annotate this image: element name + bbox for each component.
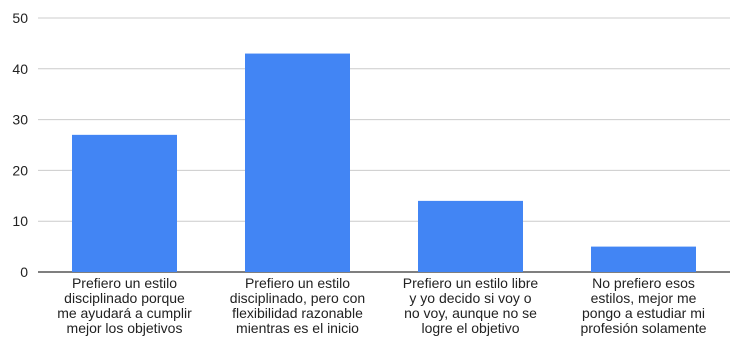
bar: [591, 246, 696, 272]
x-category-label-line: me ayudará a cumplir: [57, 305, 192, 321]
x-category-label: Prefiero un estilo disciplinado, pero con…: [230, 275, 365, 336]
x-category-label-line: Prefiero un estilo: [245, 275, 350, 291]
x-category-label: Prefiero un estilo libre y yo decido si v…: [403, 275, 539, 336]
x-category-label-line: no voy, aunque no se: [404, 305, 537, 321]
y-tick-label: 20: [12, 162, 28, 178]
x-category-label-line: y yo decido si voy o: [409, 290, 531, 306]
x-category-label-line: Prefiero un estilo: [72, 275, 177, 291]
x-axis-labels: Prefiero un estilo disciplinado porque me …: [57, 275, 707, 336]
x-category-label-line: Prefiero un estilo libre: [403, 275, 539, 291]
bar: [72, 134, 177, 272]
y-tick-label: 10: [12, 213, 28, 229]
x-category-label-line: logre el objetivo: [421, 320, 519, 336]
y-tick-label: 30: [12, 112, 28, 128]
bars: [72, 53, 696, 273]
x-category-label-line: flexibilidad razonable: [232, 305, 363, 321]
y-tick-label: 50: [12, 10, 28, 26]
x-category-label-line: pongo a estudiar mi: [582, 305, 705, 321]
y-axis-ticks: 0 10 20 30 40 50: [12, 10, 28, 280]
x-category-label-line: estilos, mejor me: [591, 290, 697, 306]
x-category-label-line: disciplinado porque: [64, 290, 185, 306]
bar: [418, 200, 523, 272]
x-category-label: No prefiero esos estilos, mejor me pongo a…: [580, 275, 706, 336]
x-category-label: Prefiero un estilo disciplinado porque me …: [57, 275, 192, 336]
y-tick-label: 40: [12, 61, 28, 77]
x-category-label-line: profesión solamente: [580, 320, 706, 336]
x-category-label-line: disciplinado, pero con: [230, 290, 365, 306]
x-category-label-line: No prefiero esos: [592, 275, 695, 291]
y-tick-label: 0: [20, 264, 28, 280]
x-category-label-line: mientras es el inicio: [236, 320, 359, 336]
bar: [245, 53, 350, 273]
x-category-label-line: mejor los objetivos: [67, 320, 183, 336]
